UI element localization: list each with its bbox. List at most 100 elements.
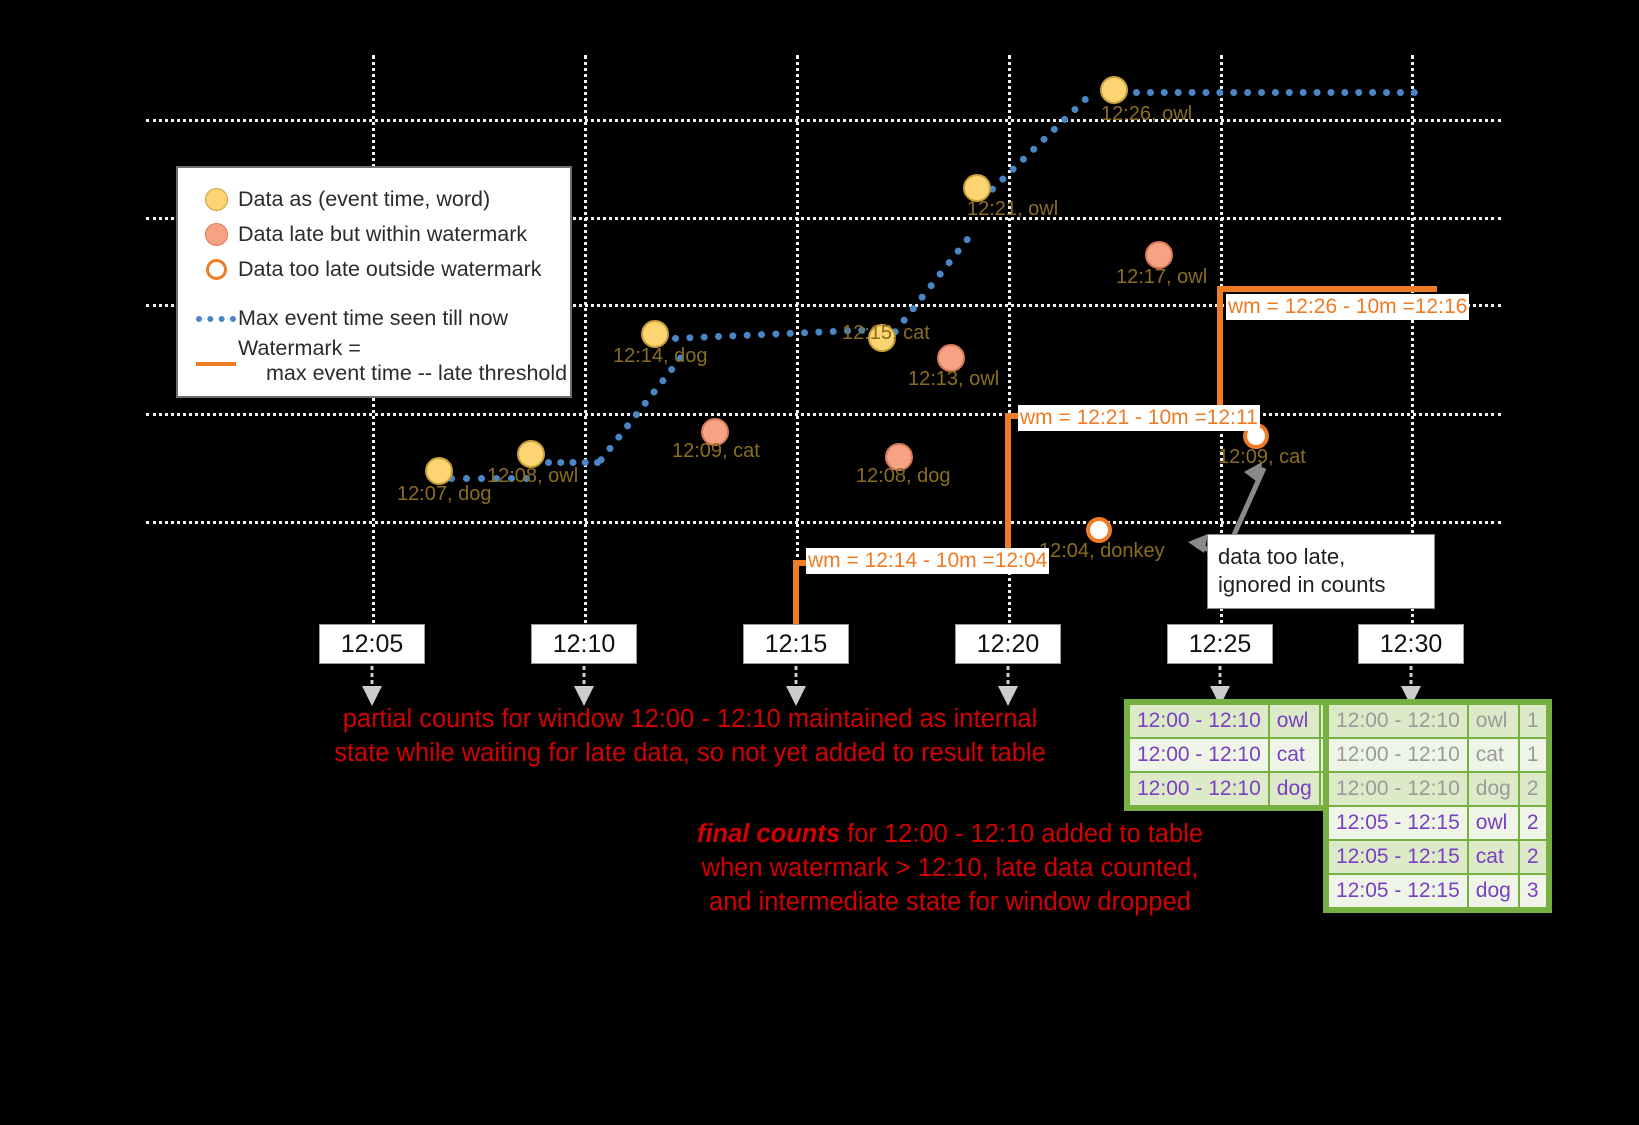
legend-label: Data as (event time, word) (238, 187, 491, 211)
legend-item-late-within: Data late but within watermark (194, 217, 554, 252)
axis-tick-label: 12:30 (1379, 629, 1443, 658)
data-point-salmon (885, 443, 913, 471)
table-cell-word: owl (1466, 703, 1520, 739)
callout-line-1: data too late, (1218, 544, 1346, 569)
table-cell-window: 12:05 - 12:15 (1327, 839, 1469, 875)
axis-tick-1205: 12:05 (319, 624, 425, 664)
table-cell-count: 1 (1517, 703, 1548, 739)
gridline-horizontal (146, 119, 1501, 122)
data-point-hollow (1086, 517, 1112, 543)
table-cell-window: 12:00 - 12:10 (1327, 737, 1469, 773)
max-event-time-segment (1133, 89, 1418, 96)
axis-tick-1220: 12:20 (955, 624, 1061, 664)
data-point-yellow (641, 320, 669, 348)
annotation-final-emphasis: final counts (696, 820, 841, 848)
data-point-label: 12:08, dog (856, 465, 951, 487)
table-cell-count: 2 (1517, 771, 1548, 807)
data-point-salmon (1145, 241, 1173, 269)
table-cell-count: 1 (1517, 737, 1548, 773)
hollow-orange-dot-icon (194, 259, 238, 280)
table-cell-word: owl (1466, 805, 1520, 841)
max-event-time-segment (448, 475, 530, 482)
data-point-yellow (517, 440, 545, 468)
legend-label: Max event time seen till now (238, 306, 509, 330)
axis-tick-label: 12:20 (976, 629, 1040, 658)
legend-watermark-line1: Watermark = (238, 336, 361, 360)
table-cell-count: 2 (1517, 839, 1548, 875)
data-point-label: 12:04, donkey (1039, 540, 1165, 562)
data-point-label: 12:09, cat (1218, 446, 1306, 468)
annotation-partial-counts: partial counts for window 12:00 - 12:10 … (334, 705, 1046, 767)
table-cell-window: 12:00 - 12:10 (1128, 703, 1270, 739)
axis-tick-1215: 12:15 (743, 624, 849, 664)
legend-item-max-event-time: Max event time seen till now (194, 301, 554, 336)
data-point-label: 12:13, owl (908, 368, 1000, 390)
axis-tick-label: 12:05 (340, 629, 404, 658)
axis-tick-1230: 12:30 (1358, 624, 1464, 664)
data-point-yellow (868, 324, 896, 352)
axis-arrow-down-icon (1210, 666, 1230, 706)
max-event-time-segment (987, 94, 1091, 195)
table-row: 12:05 - 12:15 dog 3 (1327, 873, 1548, 909)
data-point-salmon (701, 418, 729, 446)
data-point-label: 12:08, owl (487, 465, 579, 487)
axis-tick-label: 12:10 (552, 629, 616, 658)
table-cell-window: 12:00 - 12:10 (1128, 771, 1270, 807)
axis-tick-label: 12:25 (1188, 629, 1252, 658)
gridline-horizontal (146, 217, 1501, 220)
callout-data-too-late: data too late, ignored in counts (1207, 534, 1435, 609)
gridline-horizontal (146, 413, 1501, 416)
data-point-label: 12:21, owl (967, 198, 1059, 220)
table-cell-word: dog (1466, 771, 1520, 807)
legend-label: Data late but within watermark (238, 222, 528, 246)
data-point-label: 12:07, dog (397, 483, 492, 505)
data-point-yellow (425, 457, 453, 485)
callout-line-2: ignored in counts (1218, 571, 1386, 597)
data-point-label: 12:09, cat (672, 440, 760, 462)
watermark-label: wm = 12:21 - 10m =12:11 (1018, 405, 1260, 431)
table-cell-word: dog (1466, 873, 1520, 909)
orange-line-icon (194, 336, 238, 366)
axis-arrow-down-icon (786, 666, 806, 706)
table-cell-word: cat (1466, 737, 1520, 773)
axis-arrow-down-icon (574, 666, 594, 706)
table-cell-count: 2 (1517, 805, 1548, 841)
data-point-label: 12:26, owl (1101, 103, 1193, 125)
table-cell-window: 12:05 - 12:15 (1327, 873, 1469, 909)
axis-arrow-down-icon (362, 666, 382, 706)
axis-tick-label: 12:15 (764, 629, 828, 658)
axis-arrow-down-icon (998, 666, 1018, 706)
legend-item-too-late: Data too late outside watermark (194, 252, 554, 287)
filled-yellow-dot-icon (194, 188, 238, 211)
data-point-label: 12:15, cat (842, 322, 930, 344)
watermark-label: wm = 12:26 - 10m =12:16 (1226, 294, 1470, 320)
legend: Data as (event time, word) Data late but… (176, 166, 572, 398)
table-cell-window: 12:05 - 12:15 (1327, 805, 1469, 841)
data-point-salmon (937, 344, 965, 372)
table-cell-count: 3 (1517, 873, 1548, 909)
table-cell-window: 12:00 - 12:10 (1327, 771, 1469, 807)
table-cell-word: cat (1466, 839, 1520, 875)
legend-item-on-time: Data as (event time, word) (194, 182, 554, 217)
filled-salmon-dot-icon (194, 223, 238, 246)
max-event-time-segment (545, 459, 601, 466)
table-cell-window: 12:00 - 12:10 (1128, 737, 1270, 773)
table-cell-word: dog (1267, 771, 1321, 807)
axis-arrow-down-icon (1401, 666, 1421, 706)
table-cell-window: 12:00 - 12:10 (1327, 703, 1469, 739)
gridline-vertical (584, 55, 587, 655)
axis-tick-1225: 12:25 (1167, 624, 1273, 664)
data-point-label: 12:14, dog (613, 345, 708, 367)
annotation-final-counts: final counts for 12:00 - 12:10 added to … (690, 818, 1210, 920)
legend-item-watermark: Watermark = max event time -- late thres… (194, 336, 567, 394)
data-point-yellow (1100, 76, 1128, 104)
axis-tick-1210: 12:10 (531, 624, 637, 664)
data-point-label: 12:17, owl (1116, 266, 1208, 288)
